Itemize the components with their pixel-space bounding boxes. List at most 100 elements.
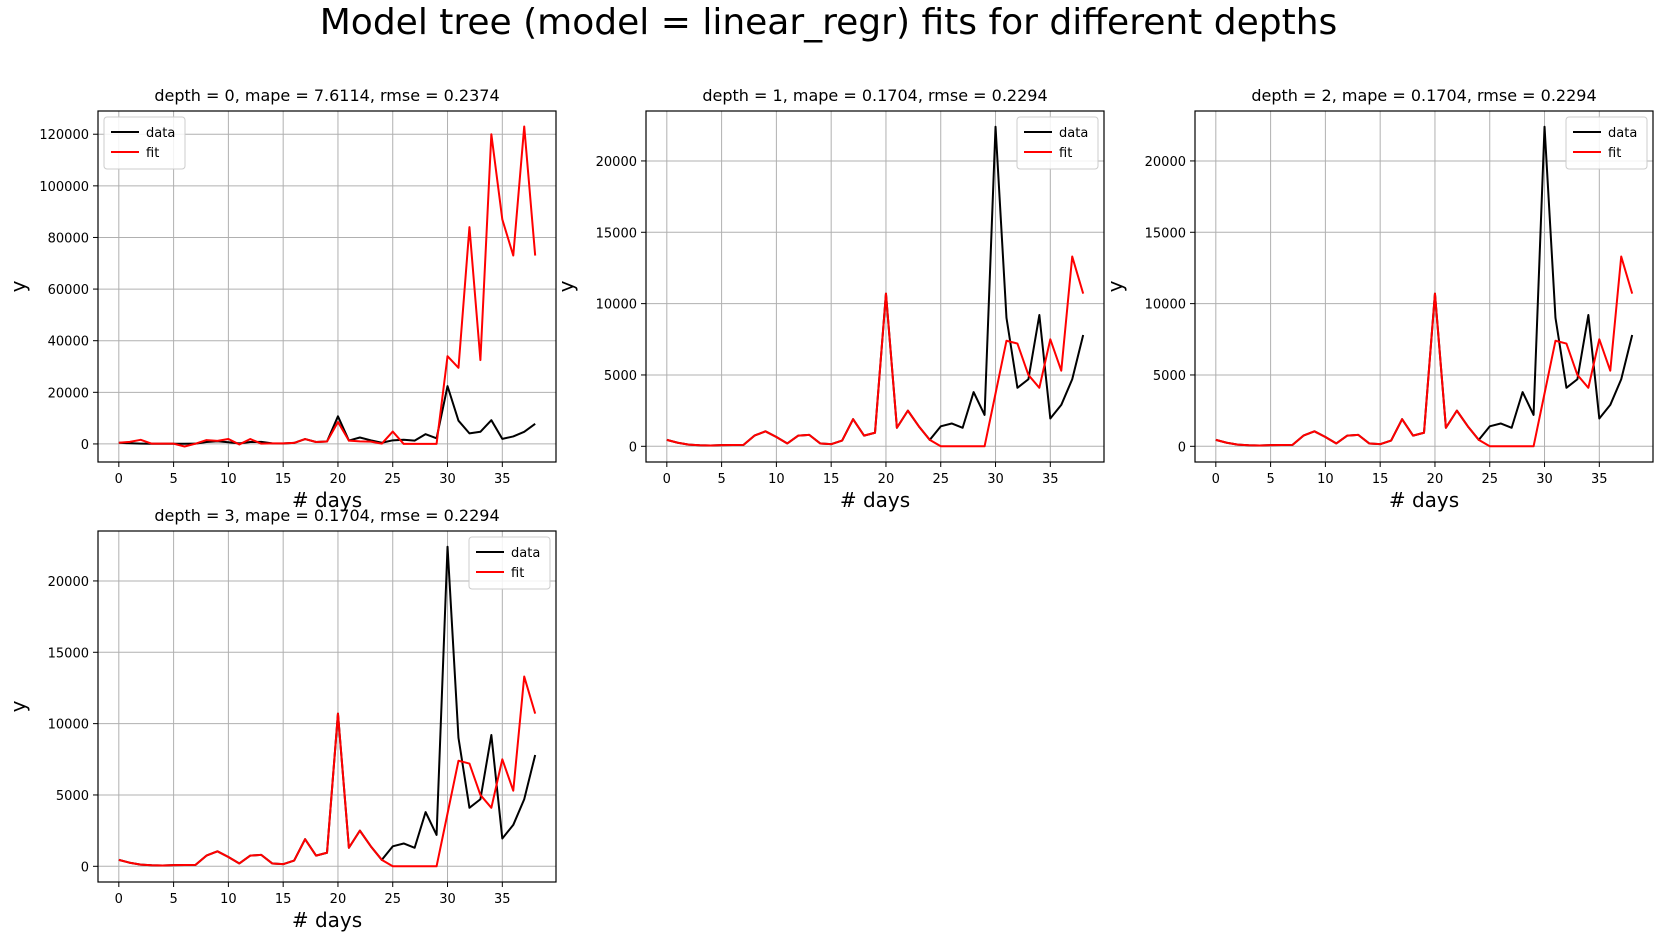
x-tick-label: 35 <box>1591 472 1608 487</box>
subplot-title: depth = 1, mape = 0.1704, rmse = 0.2294 <box>702 86 1047 105</box>
legend: data fit <box>103 116 186 170</box>
y-tick-label: 60000 <box>48 283 89 298</box>
subplot-1: 0 5 10 15 20 25 30 35 0 5000 10000 15000 20000 depth … <box>554 86 1105 512</box>
y-tick-label: 100000 <box>39 180 89 195</box>
x-axis-label: # days <box>1389 488 1459 512</box>
x-tick-label: 15 <box>1372 472 1389 487</box>
legend-label-data: data <box>1608 126 1637 141</box>
legend-label-data: data <box>511 546 540 561</box>
x-tick-label: 15 <box>275 472 292 487</box>
subplot-title: depth = 3, mape = 0.1704, rmse = 0.2294 <box>154 506 499 525</box>
axes-frame <box>97 530 557 883</box>
y-tick-label: 10000 <box>1145 298 1186 313</box>
y-tick-label: 15000 <box>596 226 637 241</box>
x-tick-label: 25 <box>384 472 401 487</box>
legend-box <box>468 536 551 590</box>
y-tick-label: 15000 <box>1145 226 1186 241</box>
series-line-data <box>118 385 536 445</box>
y-tick-label: 20000 <box>1145 155 1186 170</box>
x-tick-label: 30 <box>439 472 456 487</box>
subplot-3: 0 5 10 15 20 25 30 35 0 5000 10000 15000 20000 depth … <box>6 506 557 932</box>
y-tick-label: 10000 <box>48 718 89 733</box>
figure-title: Model tree (model = linear_regr) fits fo… <box>319 2 1338 43</box>
legend-box <box>1016 116 1099 170</box>
x-tick-label: 5 <box>1266 472 1274 487</box>
x-tick-label: 0 <box>115 892 123 907</box>
y-axis-label: y <box>6 280 30 292</box>
legend-box <box>1565 116 1648 170</box>
series-line-data <box>1215 125 1634 447</box>
x-tick-label: 5 <box>717 472 725 487</box>
y-axis-label: y <box>1103 280 1127 292</box>
series-line-fit <box>118 675 537 868</box>
x-tick-label: 10 <box>768 472 785 487</box>
y-axis-label: y <box>554 280 578 292</box>
x-tick-label: 5 <box>169 892 177 907</box>
x-tick-label: 10 <box>220 472 237 487</box>
legend-box <box>103 116 186 170</box>
y-tick-label: 40000 <box>48 335 89 350</box>
series-line-fit <box>1215 255 1634 448</box>
y-tick-label: 5000 <box>604 369 637 384</box>
subplot-title: depth = 2, mape = 0.1704, rmse = 0.2294 <box>1251 86 1596 105</box>
y-tick-label: 20000 <box>48 386 89 401</box>
x-tick-label: 25 <box>1481 472 1498 487</box>
y-tick-label: 0 <box>629 440 637 455</box>
x-axis-label: # days <box>292 908 362 932</box>
x-tick-label: 0 <box>663 472 671 487</box>
legend: data fit <box>468 536 551 590</box>
y-tick-label: 120000 <box>39 128 89 143</box>
axes-frame <box>97 110 557 463</box>
x-tick-label: 25 <box>384 892 401 907</box>
legend-label-fit: fit <box>1059 146 1072 161</box>
y-tick-label: 80000 <box>48 231 89 246</box>
y-tick-label: 5000 <box>1153 369 1186 384</box>
y-tick-label: 5000 <box>56 789 89 804</box>
y-axis-label: y <box>6 700 30 712</box>
subplot-2: 0 5 10 15 20 25 30 35 0 5000 10000 15000 20000 depth … <box>1103 86 1654 512</box>
series-line-fit <box>118 125 537 448</box>
subplot-title: depth = 0, mape = 7.6114, rmse = 0.2374 <box>154 86 499 105</box>
legend-label-data: data <box>1059 126 1088 141</box>
axes-frame <box>645 110 1105 463</box>
legend-label-fit: fit <box>511 566 524 581</box>
y-tick-label: 0 <box>1178 440 1186 455</box>
y-tick-label: 0 <box>81 438 89 453</box>
y-tick-label: 20000 <box>596 155 637 170</box>
x-tick-label: 35 <box>494 472 511 487</box>
y-tick-label: 10000 <box>596 298 637 313</box>
axes-frame <box>1194 110 1654 463</box>
x-tick-label: 20 <box>1427 472 1444 487</box>
series-line-fit <box>666 255 1085 448</box>
x-tick-label: 30 <box>987 472 1004 487</box>
x-tick-label: 10 <box>1317 472 1334 487</box>
x-axis-label: # days <box>840 488 910 512</box>
x-tick-label: 15 <box>275 892 292 907</box>
series-line-data <box>666 125 1085 447</box>
x-tick-label: 0 <box>115 472 123 487</box>
x-tick-label: 20 <box>330 892 347 907</box>
x-tick-label: 35 <box>1042 472 1059 487</box>
x-tick-label: 10 <box>220 892 237 907</box>
x-tick-label: 15 <box>823 472 840 487</box>
x-tick-label: 0 <box>1212 472 1220 487</box>
x-tick-label: 20 <box>878 472 895 487</box>
y-tick-label: 0 <box>81 860 89 875</box>
x-tick-label: 20 <box>330 472 347 487</box>
legend-label-data: data <box>146 126 175 141</box>
legend: data fit <box>1016 116 1099 170</box>
x-tick-label: 30 <box>1536 472 1553 487</box>
x-tick-label: 5 <box>169 472 177 487</box>
legend-label-fit: fit <box>146 146 159 161</box>
legend-label-fit: fit <box>1608 146 1621 161</box>
legend: data fit <box>1565 116 1648 170</box>
series-line-data <box>118 545 537 867</box>
x-tick-label: 35 <box>494 892 511 907</box>
y-tick-label: 15000 <box>48 646 89 661</box>
x-tick-label: 25 <box>932 472 949 487</box>
y-tick-label: 20000 <box>48 575 89 590</box>
subplot-0: 0 5 10 15 20 25 30 35 0 20000 40000 60000 80000 10000… <box>6 86 557 512</box>
x-axis-label: # days <box>292 488 362 512</box>
